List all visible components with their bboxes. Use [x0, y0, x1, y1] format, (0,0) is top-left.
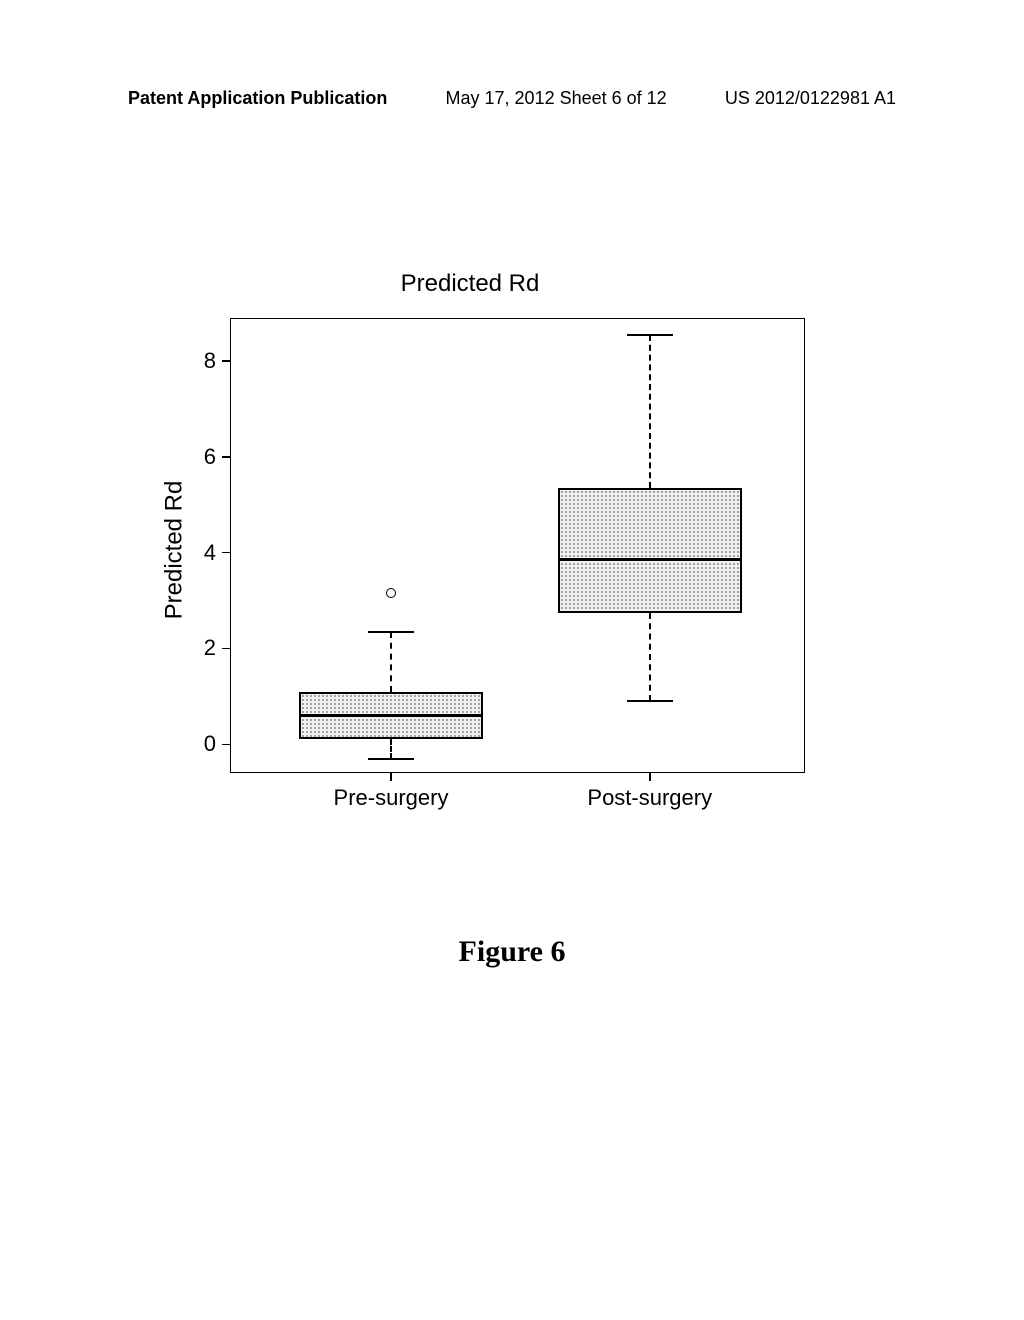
whisker-lower	[390, 739, 392, 758]
median-line	[299, 714, 483, 717]
whisker-upper	[390, 632, 392, 692]
header-date-sheet: May 17, 2012 Sheet 6 of 12	[446, 88, 667, 109]
x-tick	[390, 773, 392, 781]
figure-caption: Figure 6	[0, 935, 1024, 969]
header-publication-type: Patent Application Publication	[128, 88, 387, 109]
y-tick	[222, 552, 230, 554]
y-tick-label: 6	[190, 444, 216, 470]
header-patent-number: US 2012/0122981 A1	[725, 88, 896, 109]
boxplot-chart: Predicted Rd Predicted Rd 02468Pre-surge…	[120, 270, 820, 830]
whisker-cap-upper	[368, 631, 414, 633]
x-tick-label: Pre-surgery	[334, 785, 449, 811]
whisker-cap-upper	[627, 334, 673, 336]
x-tick-label: Post-surgery	[587, 785, 712, 811]
y-tick	[222, 744, 230, 746]
y-tick-label: 8	[190, 348, 216, 374]
whisker-upper	[649, 335, 651, 488]
box-rect	[558, 488, 742, 613]
y-tick	[222, 360, 230, 362]
y-tick-label: 2	[190, 635, 216, 661]
whisker-cap-lower	[627, 700, 673, 702]
y-axis-label: Predicted Rd	[160, 481, 188, 620]
y-tick-label: 0	[190, 731, 216, 757]
page-header: Patent Application Publication May 17, 2…	[0, 88, 1024, 109]
x-tick	[649, 773, 651, 781]
whisker-cap-lower	[368, 758, 414, 760]
y-tick-label: 4	[190, 540, 216, 566]
plot-area: 02468Pre-surgeryPost-surgery	[230, 318, 805, 773]
outlier-point	[386, 588, 396, 598]
whisker-lower	[649, 613, 651, 702]
median-line	[558, 558, 742, 561]
chart-title: Predicted Rd	[120, 270, 820, 298]
y-tick	[222, 648, 230, 650]
y-tick	[222, 456, 230, 458]
